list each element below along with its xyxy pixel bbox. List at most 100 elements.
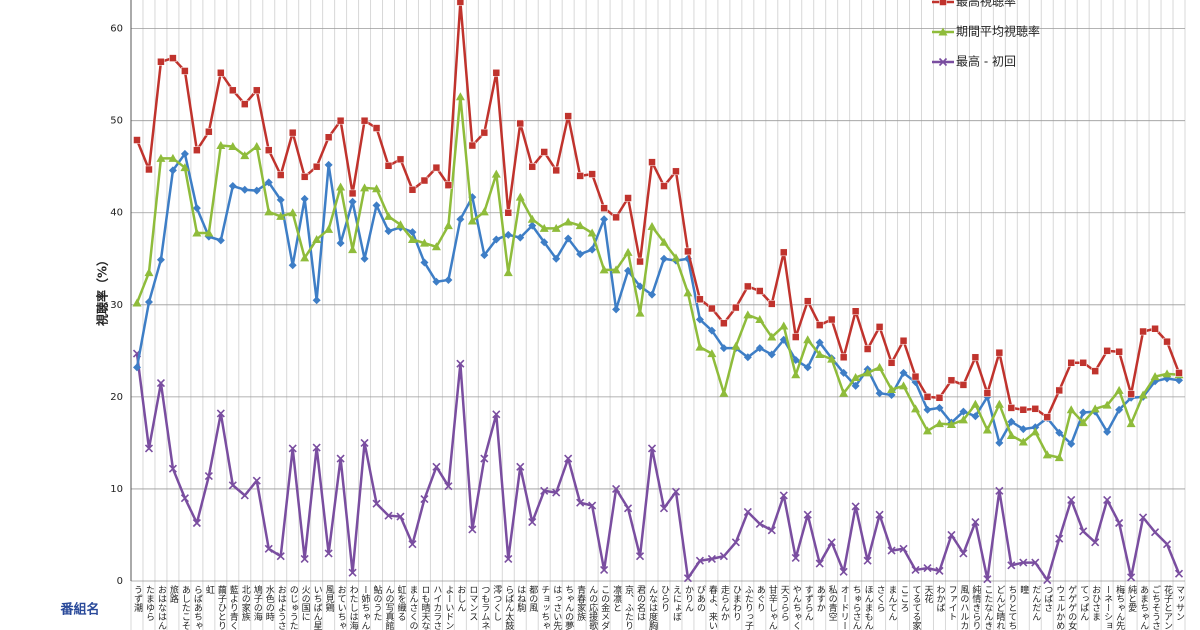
marker <box>815 350 825 359</box>
marker <box>863 345 872 353</box>
y-tick-label: 60 <box>110 24 123 35</box>
marker <box>563 217 573 226</box>
x-tick-label: だんだん <box>1030 585 1041 621</box>
x-tick-label: うず潮 <box>132 585 143 613</box>
marker <box>743 310 753 319</box>
x-tick-label: 純情きらり <box>970 584 981 630</box>
marker <box>1151 324 1159 333</box>
marker <box>1162 369 1172 378</box>
marker <box>168 464 177 473</box>
marker <box>647 222 657 231</box>
series-line <box>135 95 1180 459</box>
marker <box>648 158 656 166</box>
marker <box>995 348 1004 357</box>
marker <box>803 363 812 372</box>
marker <box>1078 418 1088 427</box>
marker <box>1174 569 1184 578</box>
marker <box>612 305 621 314</box>
marker <box>264 178 273 187</box>
marker <box>204 228 214 237</box>
marker <box>636 257 644 266</box>
marker <box>803 510 812 519</box>
marker <box>684 247 692 256</box>
x-tick-label: ちゅらさん <box>851 585 862 630</box>
marker <box>612 484 621 494</box>
x-tick-label: どんど晴れ <box>994 585 1005 630</box>
marker <box>360 254 369 263</box>
x-tick-label: 凛凛と <box>611 584 622 612</box>
marker <box>157 58 165 66</box>
x-tick-label: 甘辛しゃん <box>767 584 778 630</box>
marker <box>768 300 776 308</box>
marker <box>959 407 968 416</box>
marker <box>983 575 992 584</box>
x-tick-label: てっぱん <box>1078 585 1089 621</box>
x-tick-label: わたしは海 <box>348 585 359 630</box>
legend-label: 期間平均視聴率 <box>956 24 1040 39</box>
x-tick-label: ー姉ちゃん <box>360 585 371 630</box>
marker <box>935 566 944 575</box>
marker <box>204 471 213 481</box>
marker <box>492 410 501 419</box>
marker <box>923 393 932 401</box>
marker <box>959 549 968 558</box>
marker <box>300 253 310 262</box>
marker <box>707 349 717 358</box>
marker <box>1054 453 1064 462</box>
marker <box>552 254 561 263</box>
marker <box>540 486 549 495</box>
marker <box>444 482 453 491</box>
marker <box>624 194 632 202</box>
marker <box>588 170 596 178</box>
x-tick-label: 鳩子の海 <box>252 584 263 622</box>
marker <box>660 182 668 190</box>
marker <box>240 151 250 160</box>
marker <box>360 183 370 192</box>
y-axis-label: 視聴率（%） <box>95 254 110 327</box>
x-tick-label: かりん <box>683 585 694 612</box>
marker <box>1162 540 1172 549</box>
marker <box>479 207 489 216</box>
marker <box>1018 437 1028 446</box>
marker <box>228 481 237 490</box>
marker <box>947 376 956 385</box>
x-tick-label: ほんまもん <box>863 585 874 630</box>
marker <box>1031 558 1040 567</box>
marker <box>887 359 896 367</box>
marker <box>791 370 801 379</box>
y-tick-label: 0 <box>117 576 123 587</box>
marker <box>588 501 597 510</box>
x-tick-label: あぐり <box>755 585 765 612</box>
x-tick-label: こころ <box>899 585 909 612</box>
marker <box>528 221 537 230</box>
marker <box>659 237 669 246</box>
marker <box>1031 405 1040 413</box>
x-tick-label: 繭子ひとり <box>216 584 227 630</box>
marker <box>887 385 897 394</box>
x-tick-label: まんさくの花 <box>407 585 418 630</box>
marker <box>372 184 382 193</box>
marker <box>839 368 848 377</box>
marker <box>324 549 333 558</box>
x-tick-label: んの写真館 <box>384 585 395 630</box>
x-tick-label: オードリー <box>839 585 850 630</box>
marker <box>395 220 405 229</box>
x-tick-label: 京、ふたり <box>623 584 634 630</box>
x-tick-label: ごちそうさん <box>1150 584 1161 630</box>
marker <box>683 288 693 297</box>
x-axis-label: 番組名 <box>59 602 99 618</box>
marker <box>276 552 285 561</box>
marker <box>815 321 824 329</box>
marker <box>827 354 837 363</box>
legend-label: 最高視聴率 <box>956 0 1016 9</box>
marker <box>276 195 285 204</box>
marker <box>408 540 417 549</box>
marker <box>504 230 513 239</box>
marker <box>1114 385 1124 394</box>
marker <box>1042 450 1052 459</box>
marker <box>205 127 213 136</box>
marker <box>600 204 608 212</box>
y-tick-label: 20 <box>110 392 123 403</box>
marker <box>456 215 465 224</box>
y-tick-label: 50 <box>110 116 123 127</box>
